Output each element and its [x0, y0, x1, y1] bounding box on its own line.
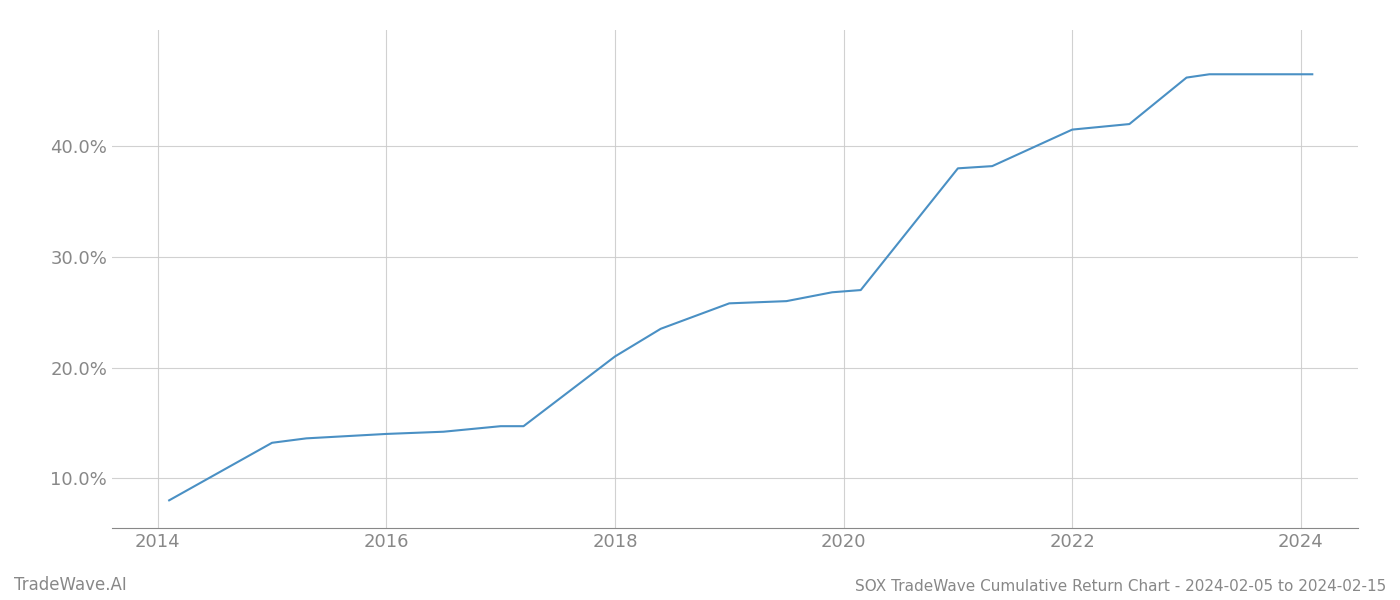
Text: TradeWave.AI: TradeWave.AI — [14, 576, 127, 594]
Text: SOX TradeWave Cumulative Return Chart - 2024-02-05 to 2024-02-15: SOX TradeWave Cumulative Return Chart - … — [855, 579, 1386, 594]
